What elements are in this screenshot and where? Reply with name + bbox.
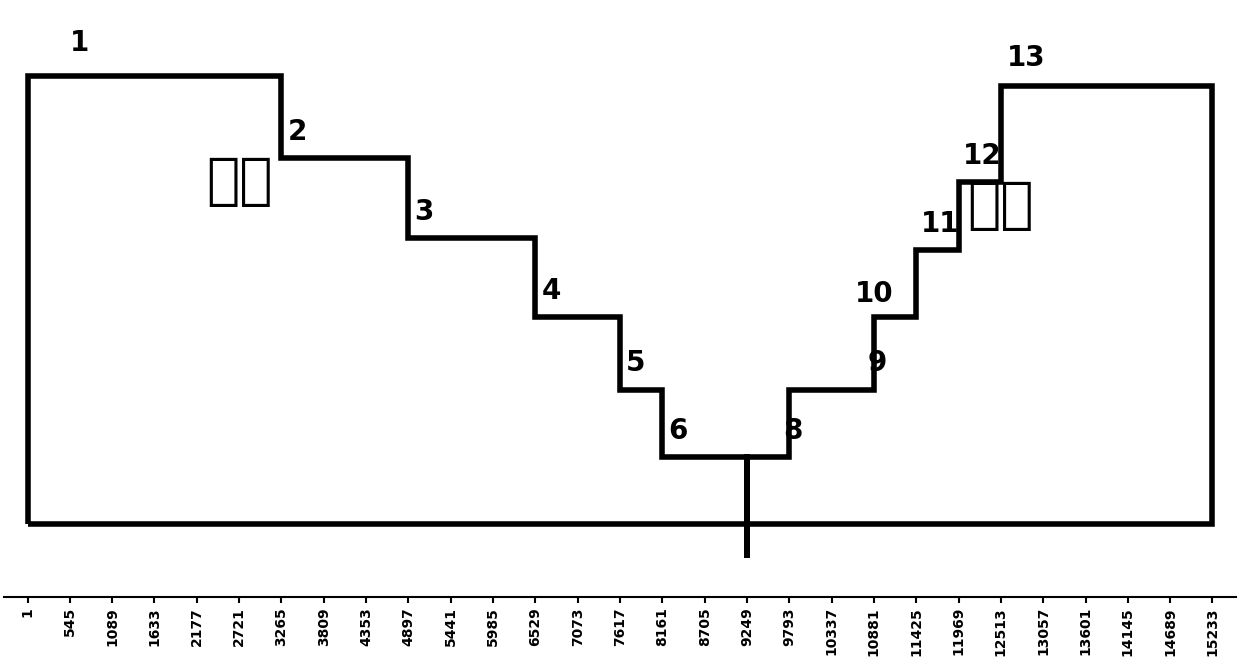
Text: 升载: 升载 (967, 180, 1034, 234)
Text: 5: 5 (626, 350, 646, 378)
Text: 10: 10 (854, 280, 893, 308)
Text: 3: 3 (414, 198, 434, 226)
Text: 降载: 降载 (206, 155, 273, 209)
Text: 1: 1 (69, 29, 89, 57)
Text: 8: 8 (784, 417, 802, 445)
Text: 12: 12 (963, 143, 1002, 170)
Text: 9: 9 (868, 350, 887, 378)
Text: 6: 6 (668, 417, 688, 445)
Text: 13: 13 (1007, 44, 1045, 71)
Text: 2: 2 (288, 118, 308, 147)
Text: 11: 11 (921, 210, 960, 238)
Text: 4: 4 (542, 277, 560, 305)
